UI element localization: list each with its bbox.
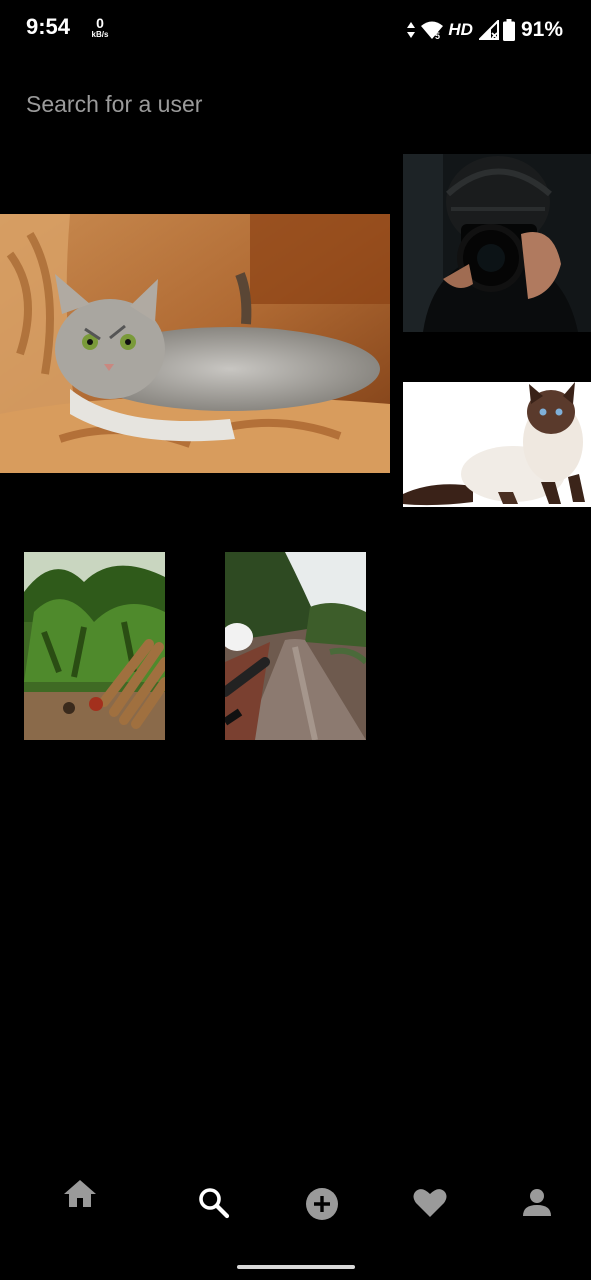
network-speed-unit: kB/s	[91, 30, 109, 39]
person-icon	[522, 1188, 552, 1223]
svg-text:5: 5	[435, 31, 440, 40]
wifi-icon: 5	[420, 20, 444, 40]
post-image-cat-on-sofa[interactable]	[0, 214, 390, 473]
status-icons: 5 HD 91%	[406, 16, 563, 44]
nav-add-post-button[interactable]	[297, 1181, 347, 1231]
nav-profile-button[interactable]	[512, 1180, 562, 1230]
signal-icon	[478, 20, 499, 40]
network-speed: 0 kB/s	[88, 16, 112, 39]
heart-icon	[413, 1188, 447, 1223]
post-image-road[interactable]	[225, 552, 366, 740]
nav-activity-button[interactable]	[405, 1180, 455, 1230]
battery-percentage: 91%	[520, 18, 563, 41]
search-icon	[198, 1187, 230, 1224]
battery-icon	[502, 19, 515, 41]
gesture-home-indicator[interactable]	[237, 1265, 355, 1269]
network-speed-value: 0	[96, 15, 104, 31]
nav-home-button[interactable]	[55, 1170, 105, 1220]
home-icon	[63, 1178, 97, 1213]
bottom-navigation	[0, 1170, 591, 1250]
hd-voice-label: HD	[448, 20, 473, 39]
nav-search-button[interactable]	[189, 1180, 239, 1230]
post-image-himalayan-cat[interactable]	[403, 382, 591, 507]
status-time: 9:54	[26, 14, 71, 39]
search-input[interactable]	[26, 84, 566, 124]
post-image-photographer[interactable]	[403, 154, 591, 332]
status-bar: 9:54 0 kB/s 5 HD 91%	[0, 0, 591, 60]
add-circle-icon	[305, 1187, 339, 1226]
data-arrows-icon	[406, 21, 416, 39]
post-image-garden[interactable]	[24, 552, 165, 740]
